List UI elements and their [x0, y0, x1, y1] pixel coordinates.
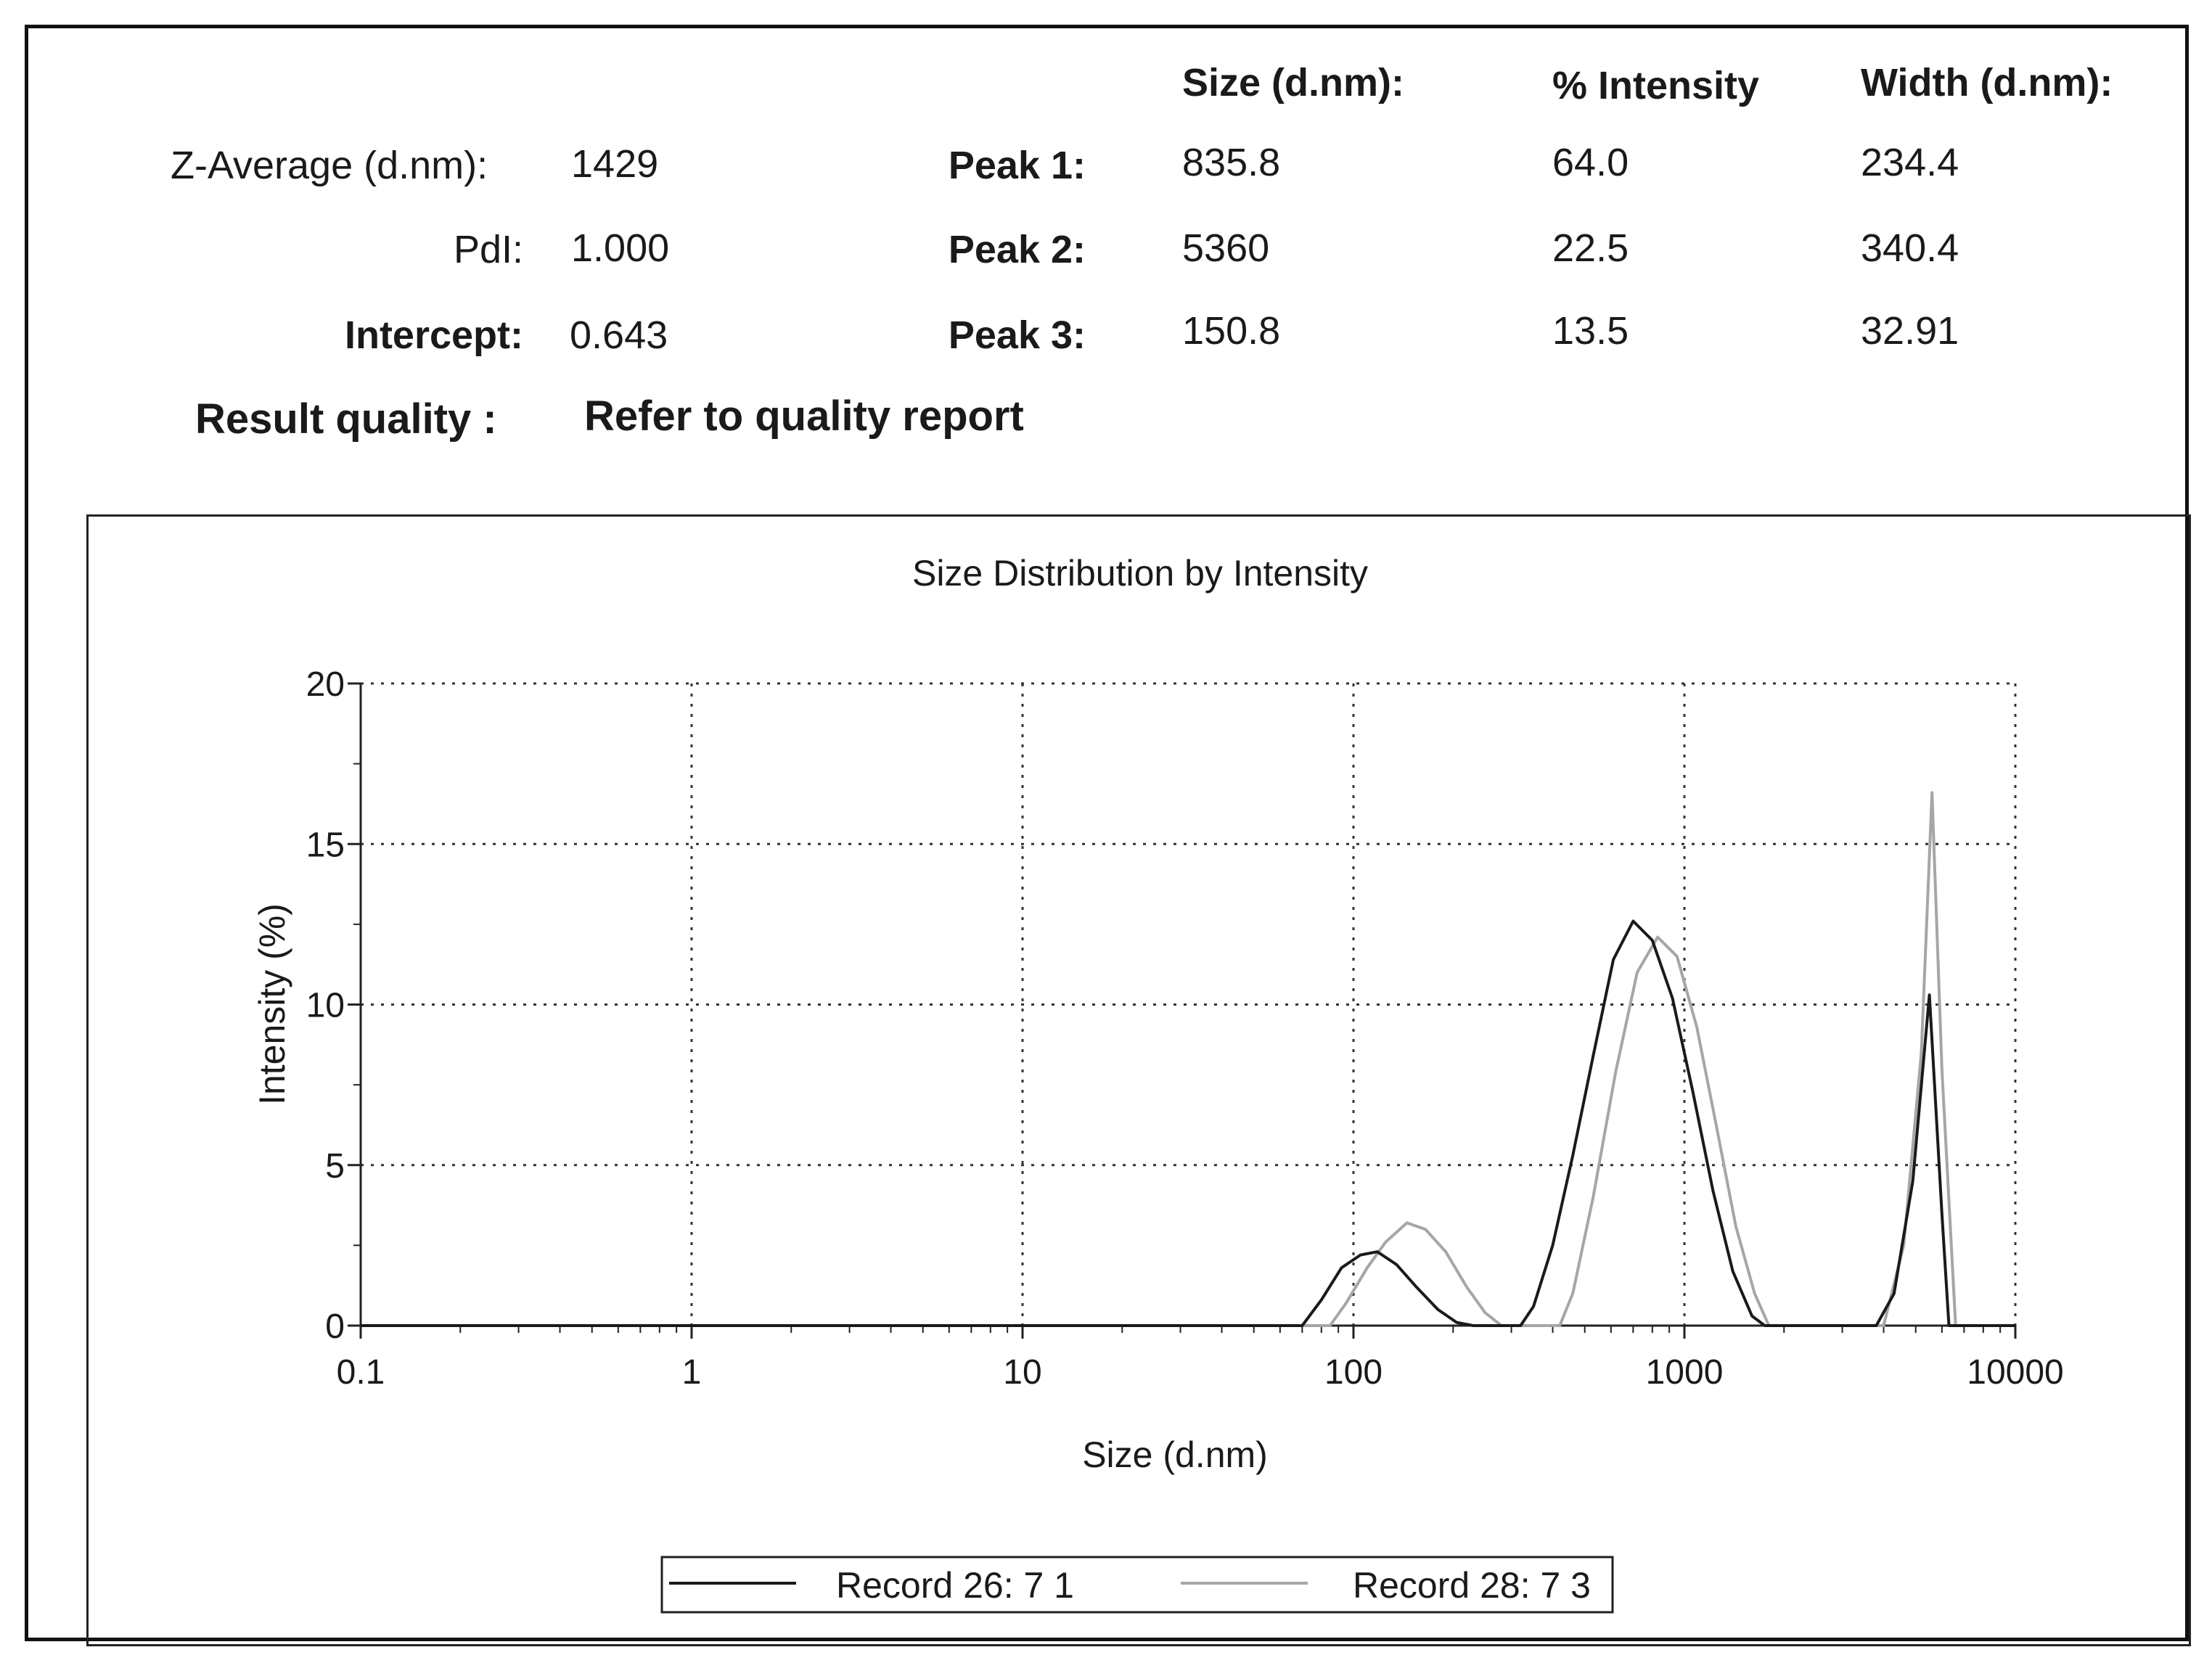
pdi-value: 1.000: [571, 226, 670, 270]
size-column-header: Size (d.nm):: [1182, 61, 1404, 104]
x-tick-label: 100: [1324, 1353, 1382, 1392]
y-tick-label: 20: [306, 665, 345, 704]
x-tick-label: 1000: [1646, 1353, 1724, 1392]
legend-label-record-28: Record 28: 7 3: [1353, 1565, 1591, 1606]
peak-3-width: 32.91: [1861, 309, 1959, 353]
x-axis-label: Size (d.nm): [1082, 1434, 1268, 1475]
legend-box: [660, 1556, 1614, 1614]
peak-2-width: 340.4: [1861, 226, 1959, 270]
peak-1-intensity: 64.0: [1552, 141, 1629, 184]
chart-axes: [348, 682, 2017, 1339]
chart-grid: [361, 682, 2017, 1326]
tick-labels: 0.1 1 10 100 1000 10000 0 5 10 15 20: [306, 665, 2064, 1392]
x-tick-label: 10000: [1967, 1353, 2063, 1392]
chart-title: Size Distribution by Intensity: [912, 553, 1368, 594]
peak-3-label: Peak 3:: [948, 313, 1086, 357]
result-quality-value: Refer to quality report: [584, 393, 1024, 440]
z-average-value: 1429: [571, 142, 659, 186]
size-distribution-chart: Size Distribution by Intensity 0.1 1 10 100…: [252, 553, 2064, 1614]
peak-1-label: Peak 1:: [948, 144, 1086, 187]
x-tick-label: 1: [682, 1353, 702, 1392]
peak-2-size: 5360: [1182, 226, 1270, 270]
y-tick-label: 5: [325, 1147, 345, 1186]
y-axis-label: Intensity (%): [252, 903, 292, 1105]
result-quality-label: Result quality :: [195, 395, 497, 443]
x-tick-label: 0.1: [337, 1353, 385, 1392]
report-frame: Size (d.nm): % Intensity Width (d.nm): Z…: [25, 25, 2191, 1646]
intercept-value: 0.643: [570, 313, 668, 357]
series-line-record-28: [361, 791, 2015, 1327]
peak-1-width: 234.4: [1861, 141, 1959, 184]
peak-3-intensity: 13.5: [1552, 309, 1629, 353]
chart-panel: Size Distribution by Intensity 0.1 1 10 100…: [86, 514, 2191, 1646]
chart-legend: Record 26: 7 1 Record 28: 7 3: [660, 1556, 1614, 1614]
x-tick-label: 10: [1003, 1353, 1041, 1392]
legend-label-record-26: Record 26: 7 1: [836, 1565, 1074, 1606]
peak-1-size: 835.8: [1182, 141, 1281, 184]
z-average-label: Z-Average (d.nm):: [171, 144, 488, 187]
y-tick-label: 15: [306, 826, 345, 864]
peak-2-label: Peak 2:: [948, 228, 1086, 271]
intensity-column-header: % Intensity: [1552, 64, 1760, 107]
y-tick-label: 10: [306, 987, 345, 1025]
y-tick-label: 0: [325, 1307, 345, 1346]
peak-3-size: 150.8: [1182, 309, 1281, 353]
peak-2-intensity: 22.5: [1552, 226, 1629, 270]
intercept-label: Intercept:: [344, 313, 523, 357]
width-column-header: Width (d.nm):: [1861, 61, 2113, 104]
series-line-record-26: [361, 919, 2015, 1327]
chart-series: [361, 791, 2015, 1327]
pdi-label: PdI:: [453, 228, 523, 271]
